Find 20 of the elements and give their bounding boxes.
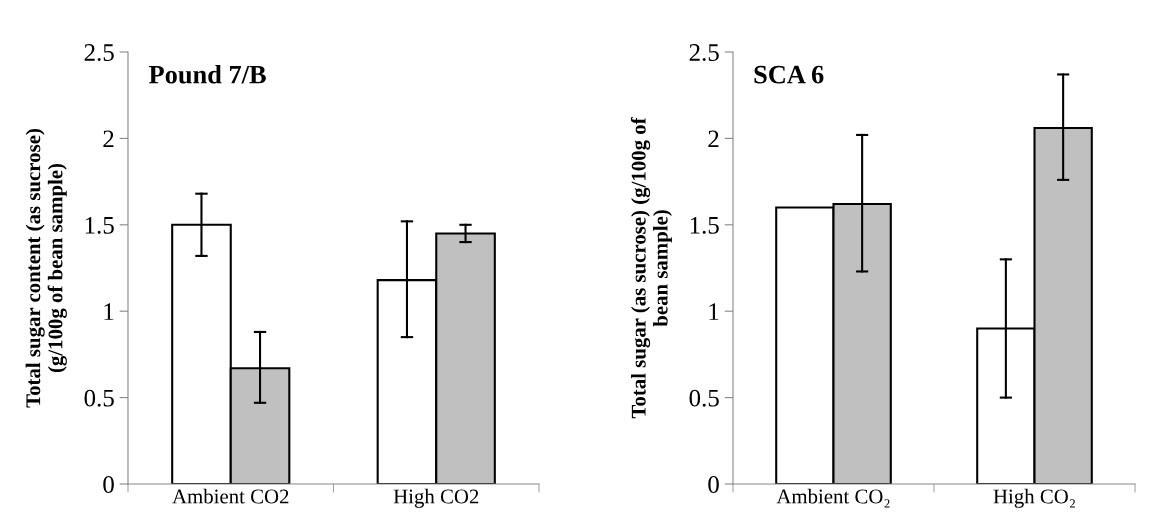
y-tick-label: 0 bbox=[103, 476, 114, 493]
y-tick-label: 1.5 bbox=[690, 216, 719, 234]
y-tick-label: 2.5 bbox=[84, 44, 114, 62]
y-tick-label: 1 bbox=[104, 303, 114, 320]
y-tick-label: 1 bbox=[709, 303, 719, 320]
y-tick-label: 0.5 bbox=[84, 389, 114, 407]
y-tick-label: 0.5 bbox=[689, 389, 719, 407]
y-tick-label: 0 bbox=[708, 476, 719, 493]
y-tick-label: 2 bbox=[708, 130, 719, 148]
y-tick-label: 1.5 bbox=[85, 216, 114, 234]
chart-title: SCA 6 bbox=[754, 65, 824, 84]
chart-title: Pound 7/B bbox=[149, 64, 266, 84]
y-tick-label: 2.5 bbox=[689, 44, 719, 62]
x-tick-label: High CO₂ bbox=[993, 488, 1075, 508]
y-axis-title: Total sugar content (as sucrose) (g/100g of bean sample) bbox=[25, 129, 67, 408]
y-axis-title: Total sugar (as sucrose) (g/100g of bean sample) bbox=[630, 117, 672, 419]
x-tick-label: Ambient CO2 bbox=[172, 488, 289, 504]
y-tick-label: 2 bbox=[103, 130, 114, 148]
x-tick-label: High CO2 bbox=[393, 488, 479, 508]
x-tick-label: Ambient CO₂ bbox=[776, 488, 890, 508]
